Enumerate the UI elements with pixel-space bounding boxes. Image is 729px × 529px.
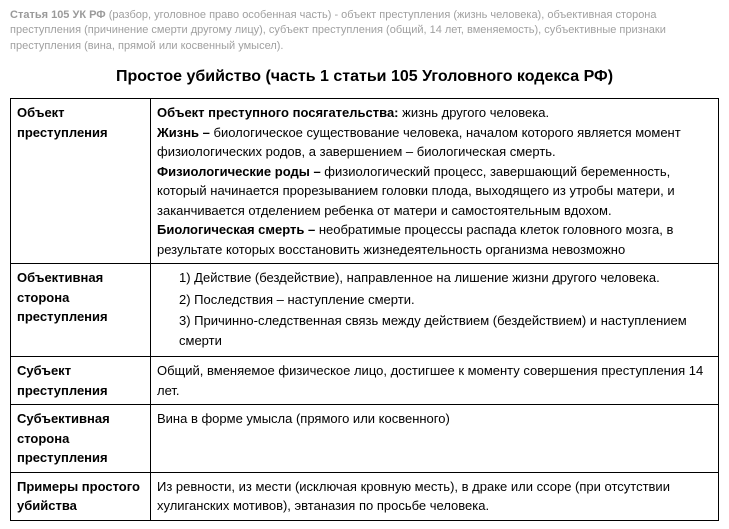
row-content: Объект преступного посягательства: жизнь… [151,99,719,264]
definition-text: жизнь другого человека. [399,105,550,120]
table-row: Объект преступления Объект преступного по… [11,99,719,264]
list-item: 2) Последствия – наступление смерти. [179,290,712,310]
document-title: Простое убийство (часть 1 статьи 105 Уго… [10,68,719,86]
table-row: Примеры простого убийстваИз ревности, из… [11,472,719,520]
row-label: Субъект преступления [11,357,151,405]
plain-text: Вина в форме умысла (прямого или косвенн… [157,409,712,429]
table-row: Объективная сторона преступления 1) Дейст… [11,264,719,357]
intro-text: Статья 105 УК РФ (разбор, уголовное прав… [10,8,719,54]
plain-text: Из ревности, из мести (исключая кровную … [157,477,712,516]
definition-text: биологическое существование человека, на… [157,125,681,160]
definition-term: Биологическая смерть – [157,222,315,237]
row-label: Субъективная сторона преступления [11,405,151,473]
definition-line: Физиологические роды – физиологический п… [157,162,712,221]
row-content: Общий, вменяемое физическое лицо, достиг… [151,357,719,405]
intro-lead-rest: (разбор, уголовное право особенная часть… [10,9,666,52]
list-item: 3) Причинно-следственная связь между дей… [179,311,712,350]
table-row: Субъект преступленияОбщий, вменяемое физ… [11,357,719,405]
definition-term: Жизнь – [157,125,210,140]
definition-term: Физиологические роды – [157,164,321,179]
plain-text: Общий, вменяемое физическое лицо, достиг… [157,361,712,400]
row-content: 1) Действие (бездействие), направленное … [151,264,719,357]
list-item: 1) Действие (бездействие), направленное … [179,268,712,288]
row-label: Объект преступления [11,99,151,264]
ordered-list: 1) Действие (бездействие), направленное … [157,268,712,350]
row-content: Из ревности, из мести (исключая кровную … [151,472,719,520]
main-table: Объект преступления Объект преступного по… [10,98,719,521]
row-label: Примеры простого убийства [11,472,151,520]
definition-line: Биологическая смерть – необратимые проце… [157,220,712,259]
row-label: Объективная сторона преступления [11,264,151,357]
table-row: Субъективная сторона преступления Вина в … [11,405,719,473]
definition-term: Объект преступного посягательства: [157,105,399,120]
definition-line: Жизнь – биологическое существование чело… [157,123,712,162]
row-content: Вина в форме умысла (прямого или косвенн… [151,405,719,473]
definition-line: Объект преступного посягательства: жизнь… [157,103,712,123]
intro-lead-bold: Статья 105 УК РФ [10,9,106,21]
